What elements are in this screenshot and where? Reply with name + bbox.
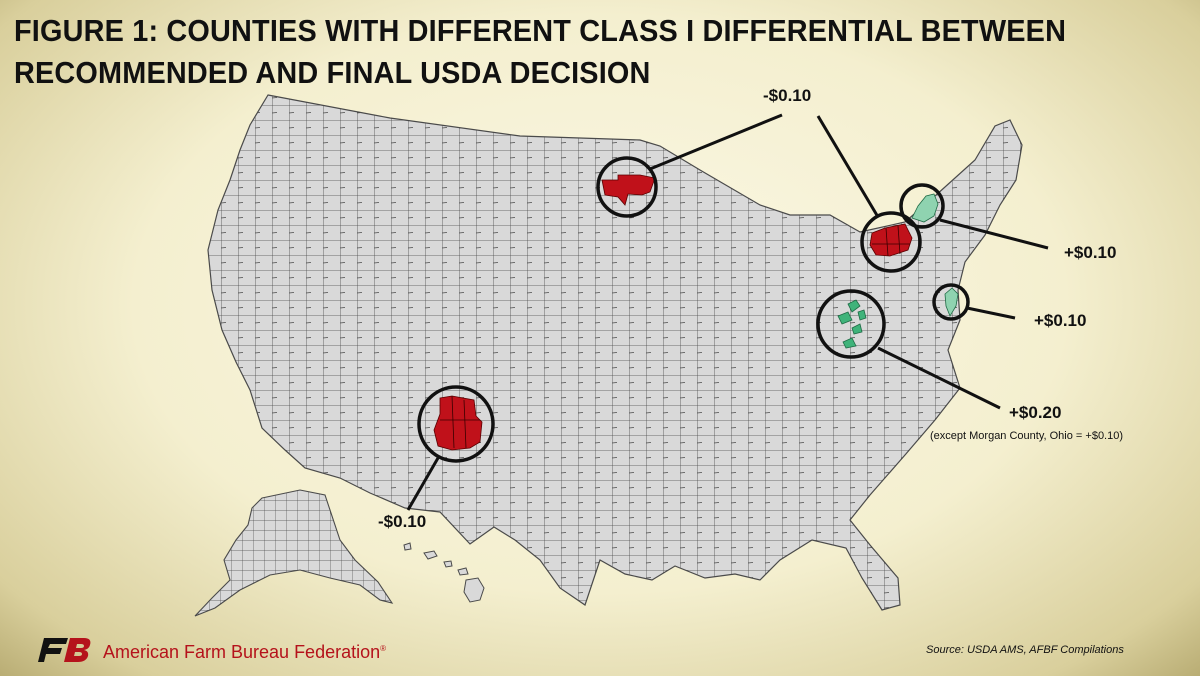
leader-line-north-dakota-minnesota — [649, 113, 783, 171]
leader-line-new-mexico-colorado — [406, 457, 440, 511]
organization-name: American Farm Bureau Federation® — [103, 642, 387, 662]
leader-line-new-jersey — [966, 306, 1016, 320]
callout-label-north-dakota-minnesota: -$0.10 — [763, 86, 812, 105]
callout-note-ohio-west-virginia: (except Morgan County, Ohio = +$0.10) — [930, 430, 1124, 442]
leader-line-eastern-new-york — [939, 218, 1049, 250]
callout-label-new-jersey: +$0.10 — [1034, 311, 1087, 330]
callout-label-ohio-west-virginia: +$0.20 — [1009, 403, 1062, 422]
highlight-north-dakota-minnesota — [601, 174, 656, 206]
highlight-new-jersey — [944, 287, 959, 317]
hawaii-shape — [403, 542, 485, 603]
highlight-western-new-york — [869, 223, 913, 257]
callout-circle-western-new-york — [860, 211, 922, 273]
callout-circle-eastern-new-york — [899, 183, 945, 229]
highlight-ohio-west-virginia — [837, 299, 867, 349]
source-note: Source: USDA AMS, AFBF Compilations — [926, 644, 1124, 656]
farm-bureau-logo-icon — [38, 638, 91, 662]
highlight-new-mexico-colorado — [433, 395, 483, 451]
callout-label-new-mexico-colorado: -$0.10 — [378, 512, 427, 531]
leader-line-ohio-west-virginia — [877, 346, 1001, 410]
callout-circle-new-jersey — [932, 283, 970, 321]
highlight-eastern-new-york — [911, 193, 939, 223]
alaska-shape — [194, 489, 394, 617]
leader-line-western-new-york — [816, 115, 880, 218]
callout-circle-ohio-west-virginia — [816, 289, 886, 359]
callout-label-eastern-new-york: +$0.10 — [1064, 243, 1117, 262]
callout-circle-north-dakota-minnesota — [596, 156, 658, 218]
callout-circle-new-mexico-colorado — [417, 385, 495, 463]
map-title: FIGURE 1: COUNTIES WITH DIFFERENT CLASS … — [14, 13, 1067, 90]
